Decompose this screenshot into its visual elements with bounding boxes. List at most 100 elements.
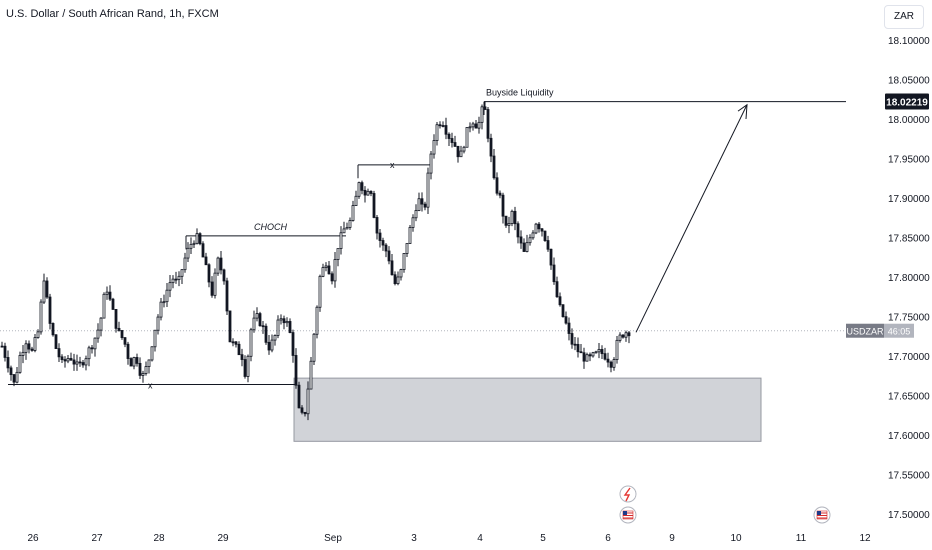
projection-arrow-line[interactable] — [635, 104, 748, 333]
candle-body — [438, 124, 442, 127]
candle-body — [183, 257, 187, 271]
candle-body — [621, 334, 625, 338]
candle-body — [429, 153, 433, 174]
candle-body — [414, 210, 418, 219]
x-tick-label: 6 — [605, 533, 611, 544]
candle-body — [300, 407, 304, 413]
candle-body — [339, 232, 343, 249]
candle-body — [477, 121, 481, 129]
candle-body — [63, 359, 67, 362]
candle-body — [111, 298, 115, 310]
x-tick-label: 4 — [477, 533, 483, 544]
candle-body — [447, 133, 451, 139]
candle-body — [360, 182, 364, 191]
candle-body — [459, 150, 463, 158]
candle-body — [486, 109, 490, 139]
candle-body — [501, 194, 505, 217]
candle-body — [192, 242, 196, 245]
candle-body — [378, 232, 382, 241]
candle-body — [108, 291, 112, 300]
candle-body — [324, 265, 328, 268]
candle-body — [318, 275, 322, 308]
candle-body — [39, 301, 43, 333]
candle-body — [105, 291, 109, 295]
y-tick-label: 17.70000 — [888, 352, 930, 363]
target-price-badge — [885, 93, 929, 110]
candle-body — [288, 321, 292, 333]
y-tick-label: 17.95000 — [888, 155, 930, 166]
lightning-event-icon[interactable] — [619, 485, 637, 503]
candle-body — [147, 359, 151, 367]
candle-body — [135, 357, 139, 364]
candle-body — [222, 269, 226, 282]
candle-body — [60, 356, 64, 360]
candle-body — [228, 310, 232, 343]
candle-body — [294, 355, 298, 386]
y-tick-label: 17.60000 — [888, 431, 930, 442]
candle-body — [411, 217, 415, 228]
candle-body — [462, 146, 466, 152]
candle-body — [84, 358, 88, 366]
candle-body — [381, 240, 385, 246]
candle-body — [483, 106, 487, 110]
candle-body — [612, 359, 616, 368]
demand-zone-layer — [293, 377, 762, 442]
candle-body — [489, 137, 493, 157]
candle-body — [219, 257, 223, 271]
y-tick-label: 17.80000 — [888, 273, 930, 284]
candle-body — [600, 349, 604, 355]
candle-body — [366, 190, 370, 196]
candle-body — [468, 126, 472, 129]
candle-body — [435, 124, 439, 141]
candle-body — [549, 248, 553, 266]
candle-body — [498, 192, 502, 196]
demand-zone-rect[interactable] — [293, 377, 762, 442]
x-tick-label: 11 — [796, 533, 807, 544]
candle-body — [150, 346, 154, 361]
candle-body — [270, 339, 274, 351]
candle-body — [540, 228, 544, 232]
candle-body — [255, 313, 259, 319]
candle-body — [543, 230, 547, 241]
y-tick-label: 18.00000 — [888, 115, 930, 126]
candle-body — [198, 233, 202, 245]
candle-body — [285, 321, 289, 324]
candle-body — [207, 264, 211, 283]
candle-body — [21, 351, 25, 356]
candle-body — [387, 250, 391, 262]
candle-body — [72, 359, 76, 365]
candle-body — [456, 145, 460, 158]
candle-body — [234, 341, 238, 345]
candle-body — [18, 355, 22, 373]
candle-body — [306, 388, 310, 415]
choch-label: CHOCH — [254, 222, 287, 232]
candle-body — [240, 354, 244, 360]
candles-layer — [0, 101, 631, 421]
candle-body — [15, 371, 19, 383]
us-flag-event-icon-2-canton — [817, 511, 821, 515]
x-label-lower: x — [148, 380, 153, 390]
candle-body — [504, 215, 508, 226]
candle-body — [567, 322, 571, 334]
axis-layer: 18.10000 18.05000 18.00000 17.95000 17.90000… — [27, 36, 930, 544]
target-price-text: 18.02219 — [886, 97, 928, 108]
candle-body — [216, 257, 220, 274]
candle-body — [354, 195, 358, 206]
candle-body — [81, 362, 85, 366]
candle-body — [132, 357, 136, 367]
x-tick-label: 29 — [217, 533, 229, 544]
candle-body — [210, 281, 214, 296]
x-tick-label: 26 — [27, 533, 39, 544]
candle-body — [417, 198, 421, 211]
candle-body — [495, 177, 499, 194]
candle-body — [570, 333, 574, 345]
candle-body — [327, 265, 331, 275]
currency-button[interactable]: ZAR — [884, 5, 924, 29]
candle-body — [171, 278, 175, 284]
candle-body — [591, 352, 595, 357]
candle-body — [423, 203, 427, 208]
candle-body — [450, 138, 454, 143]
x-tick-label: 10 — [730, 533, 742, 544]
candle-body — [342, 228, 346, 234]
